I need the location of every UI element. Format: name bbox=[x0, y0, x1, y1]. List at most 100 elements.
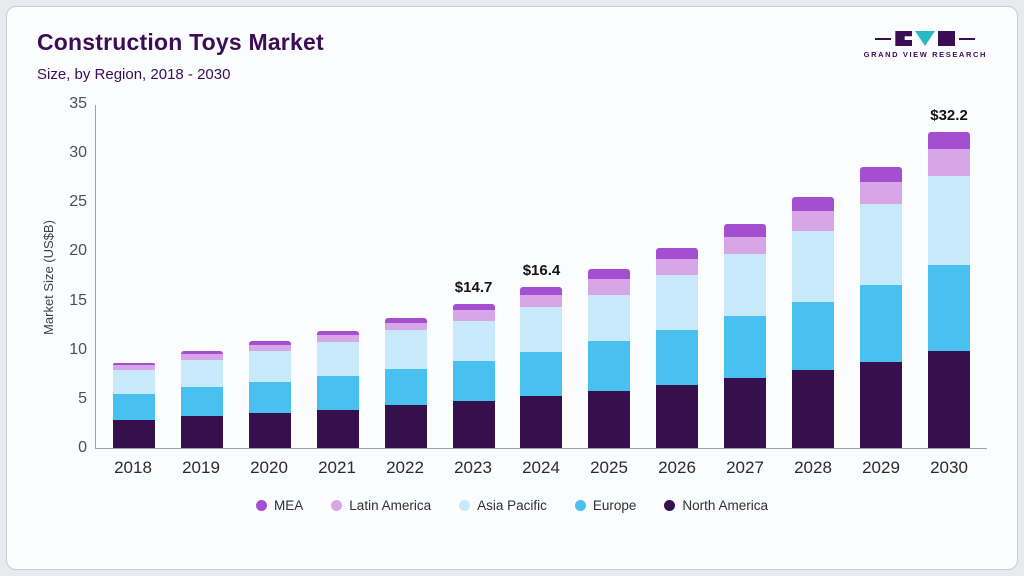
segment-europe bbox=[520, 351, 563, 396]
bar-stack bbox=[792, 197, 835, 448]
segment-asia-pacific bbox=[656, 275, 699, 331]
bar-2020 bbox=[236, 105, 304, 448]
segment-asia-pacific bbox=[520, 307, 563, 352]
y-tick-label: 35 bbox=[69, 95, 87, 112]
page-title: Construction Toys Market bbox=[37, 29, 324, 55]
segment-north-america bbox=[384, 404, 427, 448]
segment-europe bbox=[792, 301, 835, 371]
y-axis-label: Market Size (US$B) bbox=[40, 219, 56, 335]
segment-north-america bbox=[248, 412, 291, 448]
logo-line-right bbox=[959, 37, 976, 40]
segment-mea bbox=[316, 331, 359, 335]
segment-mea bbox=[384, 318, 427, 324]
segment-latin-america bbox=[180, 353, 223, 360]
y-axis-label-wrap: Market Size (US$B) bbox=[37, 105, 59, 449]
segment-mea bbox=[792, 197, 835, 212]
y-tick-label: 20 bbox=[69, 242, 87, 260]
legend-item-north-america: North America bbox=[664, 498, 768, 513]
logo-letter-v-triangle-icon bbox=[915, 31, 936, 46]
x-tick-label: 2028 bbox=[794, 458, 832, 477]
segment-latin-america bbox=[860, 181, 903, 205]
segment-north-america bbox=[928, 350, 971, 448]
legend-label: Asia Pacific bbox=[477, 498, 547, 513]
legend-label: Latin America bbox=[349, 498, 432, 513]
legend-item-latin-america: Latin America bbox=[331, 498, 431, 513]
segment-latin-america bbox=[792, 211, 835, 231]
y-tick-label: 15 bbox=[69, 291, 87, 309]
bar-stack bbox=[248, 340, 291, 448]
x-axis-labels: 2018 2019 2020 2021 2022 2023 2024 2025 2026 2027… bbox=[95, 458, 987, 478]
logo-letter-g bbox=[895, 31, 913, 46]
x-tick-label: 2023 bbox=[454, 458, 492, 477]
segment-latin-america bbox=[724, 236, 767, 255]
segment-north-america bbox=[588, 391, 631, 448]
bar-2030: $32.2 bbox=[915, 105, 983, 448]
plot-outer: $14.7 $16.4 $32.2 bbox=[95, 105, 987, 449]
segment-europe bbox=[928, 265, 971, 351]
segment-mea bbox=[724, 223, 767, 237]
segment-mea bbox=[248, 340, 291, 345]
segment-europe bbox=[180, 387, 223, 416]
segment-europe bbox=[656, 330, 699, 386]
bar-stack bbox=[452, 303, 495, 448]
segment-asia-pacific bbox=[792, 230, 835, 302]
segment-asia-pacific bbox=[248, 350, 291, 383]
bar-2026 bbox=[643, 105, 711, 448]
bar-2029 bbox=[847, 105, 915, 448]
logo-mark bbox=[875, 31, 976, 46]
total-annotation: $32.2 bbox=[930, 106, 968, 124]
segment-north-america bbox=[316, 409, 359, 448]
bar-stack bbox=[860, 166, 903, 448]
bar-stack bbox=[316, 331, 359, 448]
total-annotation: $16.4 bbox=[522, 261, 561, 279]
legend-marker bbox=[459, 500, 471, 511]
segment-north-america bbox=[520, 395, 563, 448]
segment-mea bbox=[520, 286, 563, 295]
segment-asia-pacific bbox=[316, 341, 359, 377]
legend-marker bbox=[574, 500, 586, 511]
x-tick-label: 2019 bbox=[182, 458, 220, 477]
segment-mea bbox=[860, 166, 903, 182]
legend-label: MEA bbox=[274, 498, 304, 513]
y-tick-label: 25 bbox=[69, 193, 87, 211]
segment-mea bbox=[452, 303, 495, 311]
segment-asia-pacific bbox=[452, 321, 495, 361]
bar-2024: $16.4 bbox=[508, 105, 576, 448]
x-tick-label: 2022 bbox=[386, 458, 424, 477]
segment-north-america bbox=[180, 415, 223, 448]
bar-stack bbox=[520, 286, 563, 448]
segment-latin-america bbox=[452, 310, 495, 322]
segment-europe bbox=[588, 340, 631, 391]
legend-marker bbox=[664, 500, 676, 511]
segment-europe bbox=[452, 360, 495, 401]
bar-stack bbox=[180, 350, 223, 448]
legend-item-asia-pacific: Asia Pacific bbox=[459, 498, 547, 513]
segment-north-america bbox=[452, 400, 495, 448]
x-tick-label: 2021 bbox=[318, 458, 356, 477]
segment-mea bbox=[928, 131, 971, 150]
bar-2023: $14.7 bbox=[440, 105, 508, 448]
bar-2027 bbox=[711, 105, 779, 448]
segment-asia-pacific bbox=[384, 330, 427, 370]
segment-europe bbox=[860, 284, 903, 362]
segment-latin-america bbox=[248, 344, 291, 351]
bar-2028 bbox=[779, 105, 847, 448]
bar-stack bbox=[656, 247, 699, 448]
segment-latin-america bbox=[656, 259, 699, 276]
chart-body: Market Size (US$B) 0 5 10 15 20 25 30 35 $14.7 $… bbox=[37, 96, 987, 456]
x-tick-label: 2027 bbox=[726, 458, 764, 477]
segment-mea bbox=[180, 350, 223, 354]
logo-text: GRAND VIEW RESEARCH bbox=[863, 50, 987, 59]
bar-2025 bbox=[575, 105, 643, 448]
y-tick-label: 0 bbox=[78, 439, 87, 456]
legend-item-europe: Europe bbox=[574, 498, 636, 513]
segment-latin-america bbox=[112, 365, 155, 371]
bar-stack bbox=[588, 269, 631, 448]
y-tick-label: 30 bbox=[69, 144, 87, 162]
segment-mea bbox=[112, 362, 155, 366]
stacked-bar-chart: Market Size (US$B) 0 5 10 15 20 25 30 35 $14.7 $… bbox=[37, 96, 987, 513]
total-annotation: $14.7 bbox=[454, 278, 493, 296]
bar-2022 bbox=[372, 105, 440, 448]
x-tick-label: 2029 bbox=[862, 458, 900, 477]
segment-mea bbox=[656, 247, 699, 260]
